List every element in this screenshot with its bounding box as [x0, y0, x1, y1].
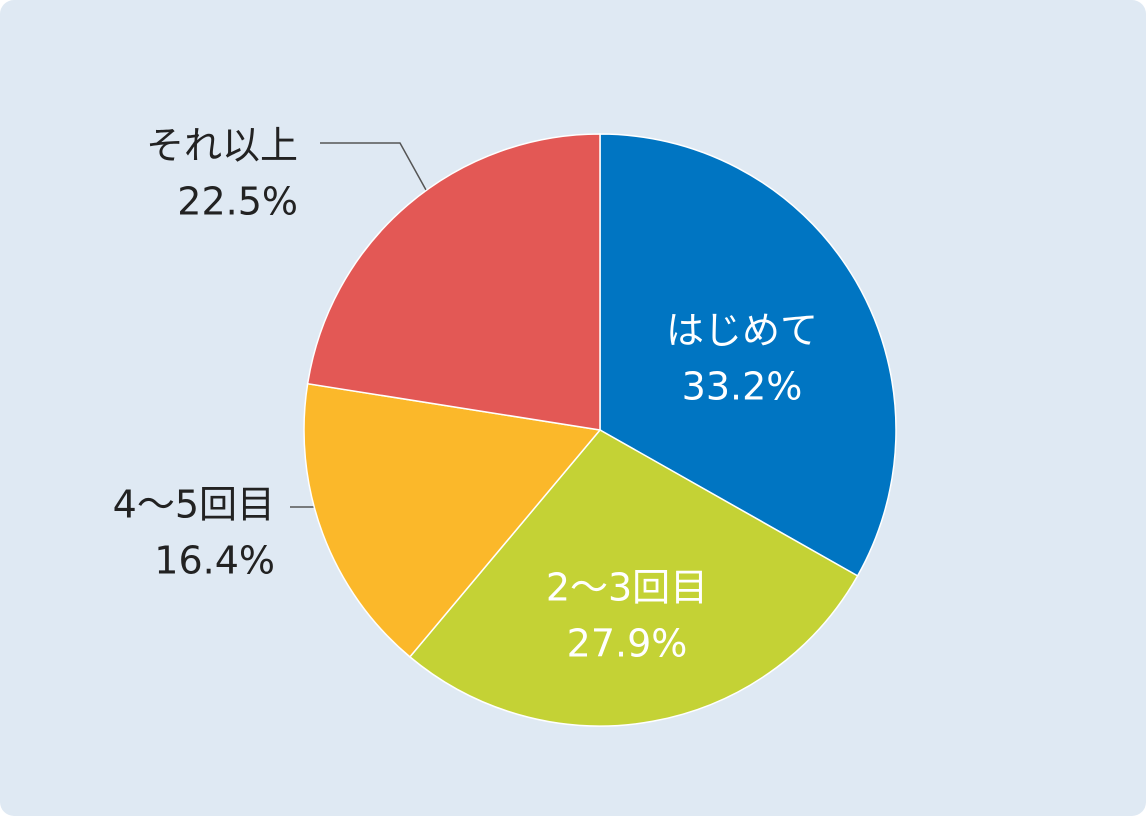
- pie-slice: [303, 382, 602, 658]
- pie-slice: [408, 429, 859, 727]
- value-label: 33.2%: [682, 365, 803, 409]
- slice-label: それ以上: [146, 124, 298, 168]
- slice-label: 4〜5回目: [113, 483, 275, 527]
- slice-label: 2〜3回目: [546, 566, 708, 610]
- pie-slice: [599, 133, 897, 577]
- pie-slice: [306, 133, 601, 431]
- value-label: 22.5%: [177, 180, 298, 224]
- slice-label: はじめて: [666, 309, 818, 353]
- value-label: 27.9%: [567, 622, 688, 666]
- value-label: 16.4%: [154, 539, 275, 583]
